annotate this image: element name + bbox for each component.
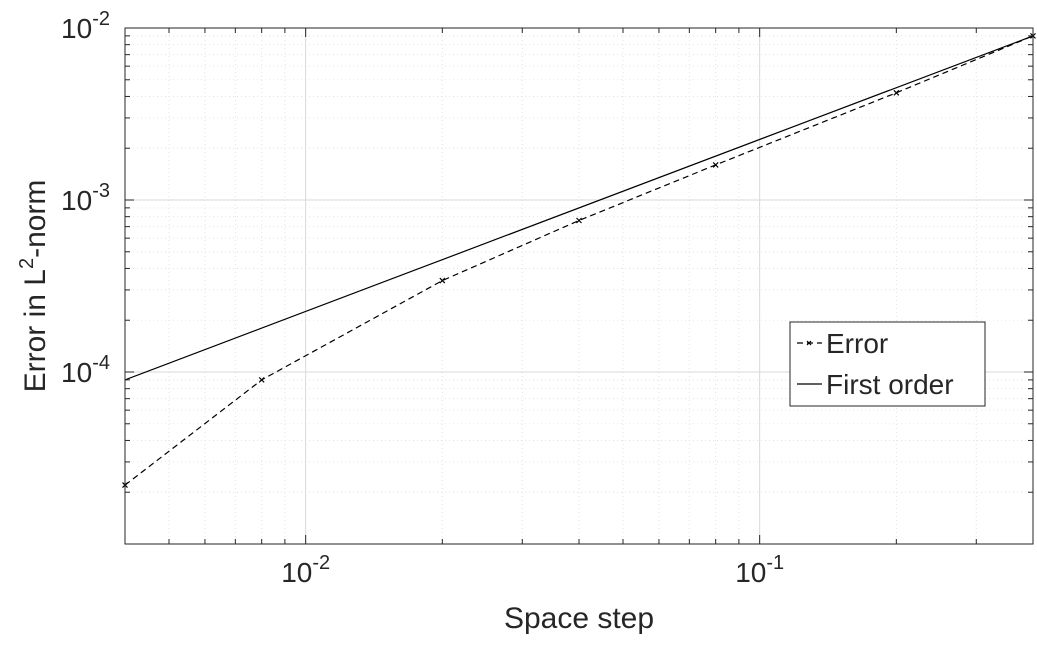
data-point-error (893, 89, 900, 96)
legend-error-marker (806, 340, 812, 346)
y-tick-label: 10-2 (61, 8, 110, 44)
tick-labels: 10-2 10-1 10-4 10-3 10-2 (61, 8, 784, 588)
data-point-error (439, 277, 446, 284)
plot-area (125, 28, 1033, 544)
x-tick-label: 10-2 (281, 552, 330, 588)
legend-box (789, 321, 986, 407)
data-point-error (576, 217, 582, 224)
x-axis-label: Space step (504, 602, 654, 635)
y-tick-label: 10-3 (61, 180, 110, 216)
data-point-error (712, 161, 719, 168)
legend: Error First order (789, 321, 986, 407)
x-tick-label: 10-1 (735, 552, 784, 588)
y-axis-label: Error in L2-norm (16, 180, 52, 393)
data-point-error (258, 376, 265, 383)
legend-error-label: Error (826, 328, 888, 359)
series-line-first-order (124, 35, 1034, 381)
y-tick-label: 10-4 (61, 352, 110, 388)
legend-first-order-label: First order (826, 369, 954, 400)
series-layer (122, 32, 1036, 489)
tick-marks (124, 27, 1034, 545)
